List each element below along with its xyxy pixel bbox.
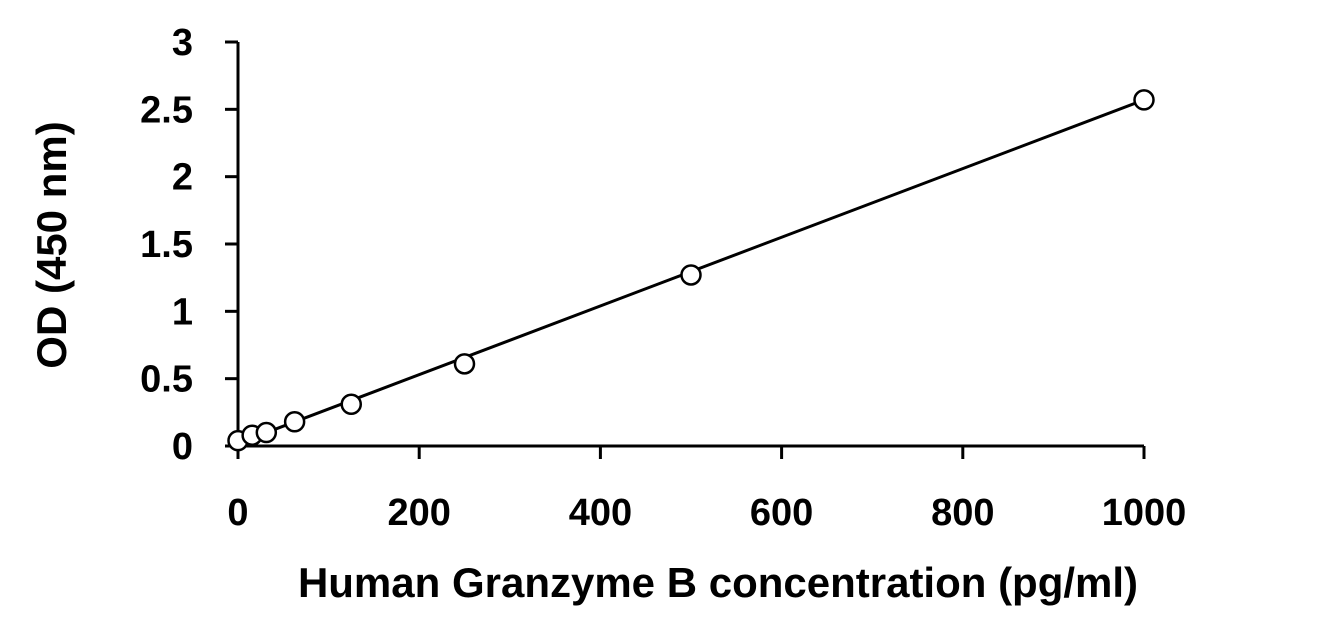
x-tick-label: 200 (387, 492, 450, 534)
data-point (1133, 89, 1155, 111)
y-tick-label: 2.5 (140, 89, 193, 131)
data-point (680, 264, 702, 286)
y-tick-label: 1.5 (140, 224, 193, 266)
y-tick-label: 0 (172, 426, 193, 468)
y-axis-title: OD (450 nm) (28, 121, 75, 368)
data-point (283, 411, 306, 433)
y-tick-label: 3 (172, 22, 193, 64)
data-point (340, 393, 362, 416)
y-tick-label: 2 (172, 157, 193, 199)
data-point (255, 421, 278, 444)
x-tick-label: 1000 (1102, 492, 1187, 534)
x-axis-ticks: 0 200 400 600 800 1000 (227, 446, 1186, 534)
plot-area: 0 0.5 1 1.5 2 2.5 3 0 200 400 600 800 1000 (140, 22, 1186, 534)
x-tick-label: 600 (750, 492, 813, 534)
y-axis-ticks: 0 0.5 1 1.5 2 2.5 3 (140, 22, 238, 468)
data-point (453, 353, 476, 375)
y-tick-label: 0.5 (140, 359, 193, 401)
data-points (227, 89, 1155, 452)
x-tick-label: 400 (569, 492, 632, 534)
y-tick-label: 1 (172, 291, 193, 333)
x-axis-title: Human Granzyme B concentration (pg/ml) (298, 559, 1138, 606)
x-tick-label: 0 (227, 492, 248, 534)
x-tick-label: 800 (931, 492, 994, 534)
